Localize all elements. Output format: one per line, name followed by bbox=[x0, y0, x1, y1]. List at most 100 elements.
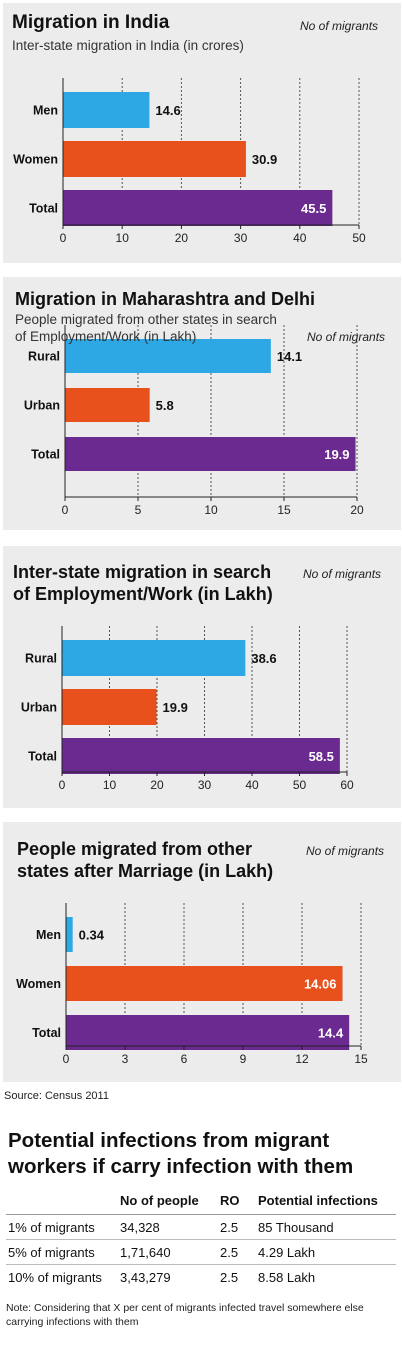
bar-chart: Rural 38.6 Urban 19.9 Total 58.5 0 10 20 30 40 50 60 bbox=[21, 626, 354, 792]
x-tick-label: 3 bbox=[122, 1052, 129, 1066]
x-tick-label: 10 bbox=[116, 231, 130, 245]
category-label: Men bbox=[33, 104, 58, 118]
x-tick-label: 60 bbox=[340, 778, 354, 792]
x-tick-label: 0 bbox=[60, 231, 67, 245]
x-tick-label: 30 bbox=[234, 231, 248, 245]
footnote: Note: Considering that X per cent of mig… bbox=[6, 1302, 364, 1328]
x-tick-label: 15 bbox=[354, 1052, 368, 1066]
table-cell: 1% of migrants bbox=[8, 1220, 95, 1235]
data-label: 0.34 bbox=[79, 928, 105, 943]
table-cell: 34,328 bbox=[120, 1220, 160, 1235]
category-label: Rural bbox=[28, 350, 60, 364]
chart-note: No of migrants bbox=[300, 19, 379, 33]
chart-note: No of migrants bbox=[303, 567, 382, 581]
x-tick-label: 10 bbox=[103, 778, 117, 792]
x-tick-label: 50 bbox=[293, 778, 307, 792]
x-tick-label: 50 bbox=[352, 231, 366, 245]
x-tick-label: 15 bbox=[277, 503, 291, 517]
table-row: 1% of migrants 34,328 2.5 85 Thousand bbox=[6, 1215, 396, 1240]
bar bbox=[63, 92, 150, 128]
bar bbox=[62, 689, 157, 725]
chart-title: Migration in India bbox=[12, 12, 170, 33]
x-tick-label: 10 bbox=[204, 503, 218, 517]
data-label: 5.8 bbox=[156, 398, 174, 413]
bar bbox=[66, 1015, 350, 1050]
table-cell: 85 Thousand bbox=[258, 1220, 334, 1235]
table-cell: 2.5 bbox=[220, 1245, 239, 1260]
data-label: 14.1 bbox=[277, 349, 302, 364]
table-title: Potential infections from migrant worker… bbox=[8, 1129, 354, 1178]
chart-title: Migration in Maharashtra and Delhi bbox=[15, 289, 316, 309]
category-label: Women bbox=[16, 977, 61, 991]
data-label: 58.5 bbox=[309, 749, 334, 764]
chart-panel-1: Migration in India Inter-state migration… bbox=[3, 3, 401, 263]
table-cell: 2.5 bbox=[220, 1270, 239, 1285]
chart-title: Inter-state migration in search of Emplo… bbox=[13, 562, 273, 604]
chart-panel-2: Migration in Maharashtra and Delhi Peopl… bbox=[3, 277, 401, 530]
chart-subtitle: Inter-state migration in India (in crore… bbox=[12, 38, 244, 53]
x-tick-label: 30 bbox=[198, 778, 212, 792]
x-tick-label: 0 bbox=[62, 503, 69, 517]
table-cell: 3,43,279 bbox=[120, 1270, 171, 1285]
bar bbox=[65, 339, 271, 373]
bar bbox=[66, 966, 343, 1001]
chart-subtitle: People migrated from other states in sea… bbox=[15, 312, 277, 344]
table-cell: 4.29 Lakh bbox=[258, 1245, 316, 1260]
table-cell: 8.58 Lakh bbox=[258, 1270, 316, 1285]
category-label: Total bbox=[32, 1026, 61, 1040]
chart-panel-4: People migrated from other states after … bbox=[3, 822, 401, 1082]
source-credit: Source: Census 2011 bbox=[4, 1090, 109, 1102]
bar bbox=[62, 738, 340, 774]
x-tick-label: 20 bbox=[350, 503, 364, 517]
table-header-cell: No of people bbox=[120, 1193, 199, 1208]
x-tick-label: 6 bbox=[181, 1052, 188, 1066]
category-label: Men bbox=[36, 928, 61, 942]
bar bbox=[63, 190, 333, 226]
data-label: 14.4 bbox=[318, 1026, 344, 1041]
table-header-cell: RO bbox=[220, 1193, 240, 1208]
chart-note: No of migrants bbox=[307, 330, 386, 344]
data-label: 19.9 bbox=[163, 700, 188, 715]
bar bbox=[65, 437, 356, 471]
bar-chart: Men 0.34 Women 14.06 Total 14.4 0 3 6 9 12 15 bbox=[16, 903, 368, 1066]
x-tick-label: 12 bbox=[295, 1052, 309, 1066]
category-label: Urban bbox=[21, 701, 57, 715]
chart-note: No of migrants bbox=[306, 844, 385, 858]
data-label: 14.06 bbox=[304, 977, 337, 992]
x-tick-label: 20 bbox=[150, 778, 164, 792]
table-cell: 5% of migrants bbox=[8, 1245, 95, 1260]
data-label: 45.5 bbox=[301, 201, 326, 216]
category-label: Total bbox=[31, 448, 60, 462]
bar-chart: Rural 14.1 Urban 5.8 Total 19.9 0 5 10 15 20 bbox=[24, 325, 364, 517]
category-label: Urban bbox=[24, 399, 60, 413]
table-cell: 10% of migrants bbox=[8, 1270, 102, 1285]
bar bbox=[62, 640, 246, 676]
table-row: 10% of migrants 3,43,279 2.5 8.58 Lakh bbox=[6, 1265, 396, 1289]
category-label: Women bbox=[13, 153, 58, 167]
table-header-row: No of people RO Potential infections bbox=[6, 1188, 396, 1215]
bar-chart: Men 14.6 Women 30.9 Total 45.5 0 10 20 30 40 50 bbox=[13, 78, 366, 245]
x-tick-label: 20 bbox=[175, 231, 189, 245]
data-label: 30.9 bbox=[252, 152, 277, 167]
infection-table: No of people RO Potential infections 1% … bbox=[6, 1188, 396, 1289]
bar bbox=[65, 388, 150, 422]
x-tick-label: 0 bbox=[59, 778, 66, 792]
category-label: Rural bbox=[25, 652, 57, 666]
data-label: 38.6 bbox=[251, 651, 276, 666]
chart-panel-3: Inter-state migration in search of Emplo… bbox=[3, 546, 401, 808]
x-tick-label: 9 bbox=[240, 1052, 247, 1066]
data-label: 14.6 bbox=[155, 103, 180, 118]
chart-title: People migrated from other states after … bbox=[17, 839, 274, 881]
x-tick-label: 0 bbox=[63, 1052, 70, 1066]
data-label: 19.9 bbox=[324, 447, 349, 462]
table-cell: 2.5 bbox=[220, 1220, 239, 1235]
table-cell: 1,71,640 bbox=[120, 1245, 171, 1260]
x-tick-label: 5 bbox=[135, 503, 142, 517]
x-tick-label: 40 bbox=[293, 231, 307, 245]
x-tick-label: 40 bbox=[245, 778, 259, 792]
table-header-cell: Potential infections bbox=[258, 1193, 378, 1208]
category-label: Total bbox=[29, 202, 58, 216]
bar bbox=[66, 917, 73, 952]
category-label: Total bbox=[28, 750, 57, 764]
bar bbox=[63, 141, 246, 177]
